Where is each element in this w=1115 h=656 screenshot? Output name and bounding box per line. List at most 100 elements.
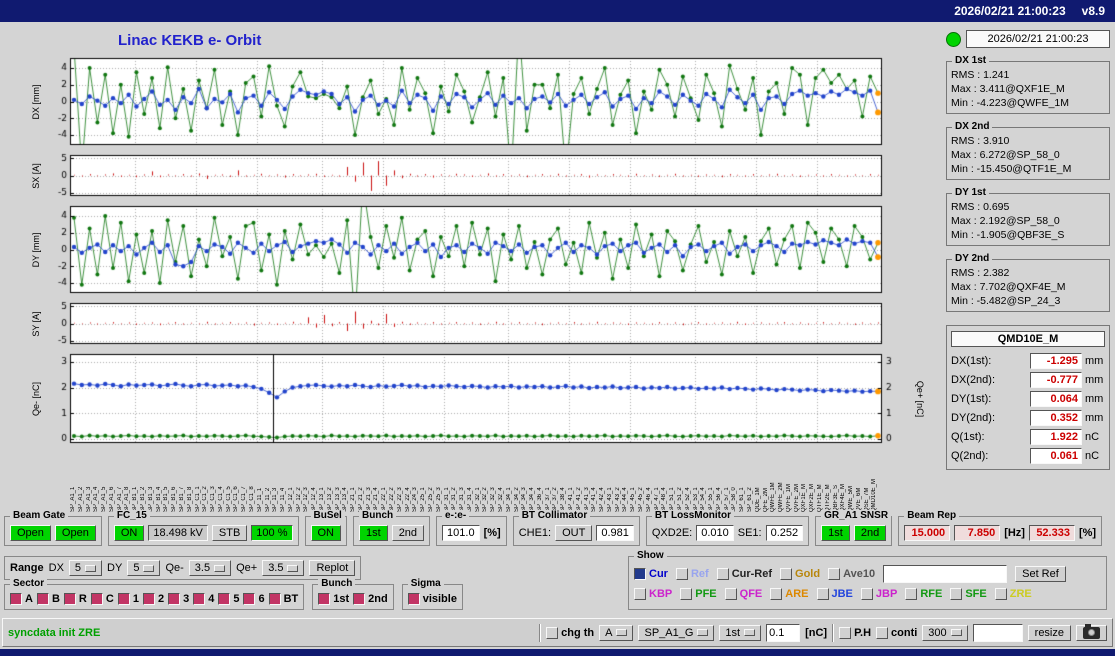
checkbox-icon: [675, 568, 688, 580]
sector-group: Sector A B R C 1 2 3 4 5 6 BT: [4, 578, 305, 610]
show-zre-checkbox[interactable]: ZRE: [994, 588, 1032, 600]
x-axis-label: SP_A1_4: [93, 486, 100, 512]
stat-rms: RMS : 1.241: [951, 69, 1010, 81]
x-axis-label: SP_48_4: [661, 487, 668, 512]
sector-c-checkbox[interactable]: C: [90, 593, 114, 605]
interval-input[interactable]: [972, 623, 1023, 642]
ph-checkbox[interactable]: P.H: [839, 626, 871, 639]
x-axis-label: SP_A1_2: [77, 486, 84, 512]
x-axis-label: SP_41_3: [583, 487, 590, 512]
wildcard-select[interactable]: A: [599, 624, 634, 641]
beam-gate-open-2-button[interactable]: Open: [54, 525, 96, 541]
range-qe-minus-select[interactable]: 3.5: [188, 560, 232, 576]
show-sfe-checkbox[interactable]: SFE: [950, 588, 987, 600]
checkbox-icon: [724, 588, 737, 600]
gr-a1-1st-button[interactable]: 1st: [821, 525, 850, 541]
sx-plot-canvas[interactable]: [44, 153, 912, 199]
show-cur-ref-checkbox[interactable]: Cur-Ref: [716, 568, 772, 580]
x-axis-label: SP_C1_3: [210, 486, 217, 512]
x-axis-label: SP_C1_1: [194, 486, 201, 512]
beam-gate-open-1-button[interactable]: Open: [10, 525, 51, 541]
x-axis-label: QVFE_1M: [785, 483, 792, 512]
x-axis-label: QDE_1M: [754, 487, 761, 512]
sector-a-checkbox[interactable]: A: [10, 593, 33, 605]
sector-b-checkbox[interactable]: B: [36, 593, 60, 605]
checkbox-icon: [168, 593, 181, 605]
conti-checkbox[interactable]: conti: [876, 626, 917, 639]
x-axis-label: SP_31_3: [459, 487, 466, 512]
page-title: Linac KEKB e- Orbit: [118, 32, 262, 49]
sector-5-checkbox[interactable]: 5: [218, 593, 239, 605]
bottom-strip: [0, 649, 1115, 656]
sector-4-checkbox[interactable]: 4: [193, 593, 214, 605]
fc15-stb-button[interactable]: STB: [211, 525, 248, 541]
show-cur-checkbox[interactable]: Cur: [634, 568, 668, 580]
range-controls-row: Range DX 5 DY 5 Qe- 3.5 Qe+ 3.5 Replot: [4, 556, 362, 580]
show-jbp-checkbox[interactable]: JBP: [860, 588, 897, 600]
replot-button[interactable]: Replot: [309, 560, 356, 576]
che1-state-button[interactable]: OUT: [555, 525, 593, 541]
ref-name-input[interactable]: [883, 565, 1008, 583]
checkbox-icon: [193, 593, 206, 605]
x-axis-label: SP_56_4: [715, 487, 722, 512]
sector-1-checkbox[interactable]: 1: [117, 593, 139, 605]
x-axis-label: SP_55_1: [708, 487, 715, 512]
x-axis-label: SP_B1_6: [171, 486, 178, 512]
titlebar-version: v8.9: [1081, 4, 1105, 18]
chg-th-checkbox[interactable]: chg th: [546, 626, 594, 639]
show-rfe-checkbox[interactable]: RFE: [905, 588, 942, 600]
monitor-select[interactable]: SP_A1_G: [638, 624, 715, 641]
range-dx-select[interactable]: 5: [68, 560, 103, 576]
checkbox-icon: [994, 588, 1007, 600]
stat-rms: RMS : 3.910: [951, 135, 1010, 147]
bunch-2nd-button[interactable]: 2nd: [391, 525, 425, 541]
checkbox-icon: [218, 593, 231, 605]
show-jbe-checkbox[interactable]: JBE: [816, 588, 853, 600]
sy-plot-canvas[interactable]: [44, 301, 912, 347]
x-axis-label: SP_21_3: [365, 487, 372, 512]
x-axis-label: SP_53_1: [692, 487, 699, 512]
x-axis-label: SP_32_3: [490, 487, 497, 512]
busel-on-button[interactable]: ON: [310, 525, 341, 541]
sector-6-checkbox[interactable]: 6: [243, 593, 265, 605]
bunch-1st-checkbox[interactable]: 1st: [318, 593, 349, 605]
gr-a1-2nd-button[interactable]: 2nd: [853, 525, 887, 541]
stat-min: Min : -15.450@QTF1E_M: [951, 163, 1072, 175]
show-qfe-checkbox[interactable]: QFE: [724, 588, 762, 600]
interval-select[interactable]: 300: [922, 624, 968, 641]
show-kbp-checkbox[interactable]: KBP: [634, 588, 672, 600]
range-qe-plus-select[interactable]: 3.5: [262, 560, 305, 576]
sector-bt-checkbox[interactable]: BT: [268, 593, 298, 605]
che1-label: CHE1:: [518, 527, 552, 539]
bunch-select[interactable]: 1st: [719, 624, 762, 641]
set-ref-button[interactable]: Set Ref: [1015, 566, 1066, 582]
show-gold-checkbox[interactable]: Gold: [780, 568, 820, 580]
sigma-visible-checkbox[interactable]: visible: [407, 593, 457, 605]
checkbox-icon: [268, 593, 281, 605]
beam-rep-group: Beam Rep 15.000 7.850 [Hz] 52.333 [%]: [898, 510, 1103, 546]
show-pfe-checkbox[interactable]: PFE: [680, 588, 717, 600]
dx-plot-canvas[interactable]: [44, 56, 912, 148]
range-dy-select[interactable]: 5: [127, 560, 161, 576]
dy-plot-canvas[interactable]: [44, 204, 912, 296]
x-axis-label: QWFE_2M: [778, 482, 785, 512]
x-axis-label: SP_12_1: [287, 487, 294, 512]
sector-r-checkbox[interactable]: R: [63, 593, 87, 605]
qe-plot-canvas[interactable]: [44, 352, 912, 446]
threshold-input[interactable]: [766, 623, 801, 642]
bunch-2nd-checkbox[interactable]: 2nd: [353, 593, 388, 605]
bt-lossmonitor-group: BT LossMonitor QXD2E: 0.010 SE1: 0.252: [645, 510, 810, 546]
show-are-checkbox[interactable]: ARE: [770, 588, 809, 600]
status-bar: syncdata init ZRE chg th A SP_A1_G 1st […: [2, 618, 1113, 647]
x-axis-label: SP_12_3: [303, 487, 310, 512]
show-ave10-checkbox[interactable]: Ave10: [828, 568, 875, 580]
snapshot-button[interactable]: [1076, 623, 1107, 641]
fc15-on-button[interactable]: ON: [113, 525, 145, 541]
bunch-1st-button[interactable]: 1st: [359, 525, 388, 541]
x-axis-label: SP_34_3: [521, 487, 528, 512]
range-label: Range: [10, 562, 44, 574]
sector-3-checkbox[interactable]: 3: [168, 593, 189, 605]
show-ref-checkbox[interactable]: Ref: [675, 568, 709, 580]
sector-2-checkbox[interactable]: 2: [142, 593, 164, 605]
resize-button[interactable]: resize: [1027, 624, 1071, 641]
